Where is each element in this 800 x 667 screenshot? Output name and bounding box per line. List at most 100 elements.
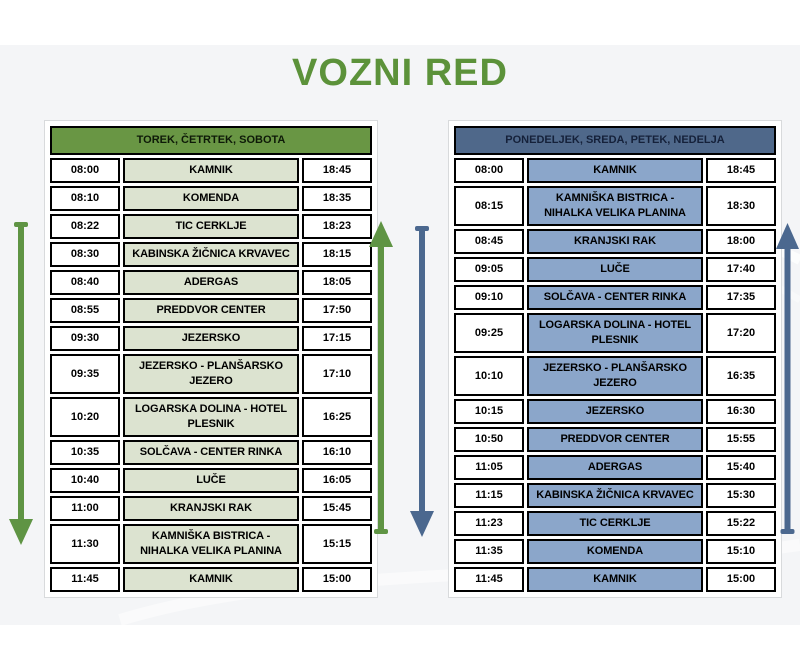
return-time: 15:55 bbox=[706, 427, 776, 452]
table-row: 09:30 JEZERSKO 17:15 bbox=[50, 326, 372, 351]
return-time: 16:30 bbox=[706, 399, 776, 424]
table-row: 10:15 JEZERSKO 16:30 bbox=[454, 399, 776, 424]
station-name: KABINSKA ŽIČNICA KRVAVEC bbox=[527, 483, 703, 508]
station-name: LOGARSKA DOLINA - HOTEL PLESNIK bbox=[123, 397, 299, 437]
timetable-panel-mon-wed-fri-sun: PONEDELJEK, SREDA, PETEK, NEDELJA 08:00 K… bbox=[448, 120, 782, 598]
departure-time: 08:30 bbox=[50, 242, 120, 267]
station-name: KABINSKA ŽIČNICA KRVAVEC bbox=[123, 242, 299, 267]
return-time: 18:05 bbox=[302, 270, 372, 295]
table-row: 09:25 LOGARSKA DOLINA - HOTEL PLESNIK 17:2… bbox=[454, 313, 776, 353]
departure-time: 11:35 bbox=[454, 539, 524, 564]
table-row: 11:23 TIC CERKLJE 15:22 bbox=[454, 511, 776, 536]
station-name: KOMENDA bbox=[527, 539, 703, 564]
table-row: 08:15 KAMNIŠKA BISTRICA - NIHALKA VELIKA … bbox=[454, 186, 776, 226]
table-row: 10:40 LUČE 16:05 bbox=[50, 468, 372, 493]
station-name: KRANJSKI RAK bbox=[123, 496, 299, 521]
return-time: 15:00 bbox=[302, 567, 372, 592]
table-row: 11:05 ADERGAS 15:40 bbox=[454, 455, 776, 480]
table-row: 11:30 KAMNIŠKA BISTRICA - NIHALKA VELIKA … bbox=[50, 524, 372, 564]
departure-time: 08:55 bbox=[50, 298, 120, 323]
return-time: 16:10 bbox=[302, 440, 372, 465]
departure-time: 11:45 bbox=[50, 567, 120, 592]
departure-time: 08:22 bbox=[50, 214, 120, 239]
station-name: SOLČAVA - CENTER RINKA bbox=[123, 440, 299, 465]
station-name: KAMNIK bbox=[527, 158, 703, 183]
return-time: 18:35 bbox=[302, 186, 372, 211]
green-down-arrow-icon bbox=[9, 222, 33, 545]
return-time: 15:45 bbox=[302, 496, 372, 521]
departure-time: 10:15 bbox=[454, 399, 524, 424]
departure-time: 09:10 bbox=[454, 285, 524, 310]
page-title: VOZNI RED bbox=[292, 52, 508, 94]
station-name: KAMNIŠKA BISTRICA - NIHALKA VELIKA PLANI… bbox=[527, 186, 703, 226]
return-time: 17:40 bbox=[706, 257, 776, 282]
table-row: 08:00 KAMNIK 18:45 bbox=[454, 158, 776, 183]
departure-time: 08:10 bbox=[50, 186, 120, 211]
return-time: 18:23 bbox=[302, 214, 372, 239]
station-name: KAMNIŠKA BISTRICA - NIHALKA VELIKA PLANI… bbox=[123, 524, 299, 564]
timetable-tue-thu-sat: TOREK, ČETRTEK, SOBOTA 08:00 KAMNIK 18:45 … bbox=[47, 123, 375, 595]
return-time: 18:45 bbox=[706, 158, 776, 183]
return-time: 15:22 bbox=[706, 511, 776, 536]
departure-time: 10:50 bbox=[454, 427, 524, 452]
return-time: 15:40 bbox=[706, 455, 776, 480]
table-row: 09:35 JEZERSKO - PLANŠARSKO JEZERO 17:10 bbox=[50, 354, 372, 394]
station-name: KAMNIK bbox=[527, 567, 703, 592]
station-name: SOLČAVA - CENTER RINKA bbox=[527, 285, 703, 310]
blue-up-arrow-icon bbox=[776, 223, 799, 534]
table-header-row: PONEDELJEK, SREDA, PETEK, NEDELJA bbox=[454, 126, 776, 155]
table-row: 11:15 KABINSKA ŽIČNICA KRVAVEC 15:30 bbox=[454, 483, 776, 508]
departure-time: 11:23 bbox=[454, 511, 524, 536]
departure-time: 11:05 bbox=[454, 455, 524, 480]
departure-time: 08:40 bbox=[50, 270, 120, 295]
station-name: ADERGAS bbox=[527, 455, 703, 480]
table-row: 08:22 TIC CERKLJE 18:23 bbox=[50, 214, 372, 239]
table-row: 11:35 KOMENDA 15:10 bbox=[454, 539, 776, 564]
station-name: KOMENDA bbox=[123, 186, 299, 211]
station-name: PREDDVOR CENTER bbox=[123, 298, 299, 323]
return-time: 18:45 bbox=[302, 158, 372, 183]
table-row: 10:20 LOGARSKA DOLINA - HOTEL PLESNIK 16:2… bbox=[50, 397, 372, 437]
table-row: 10:50 PREDDVOR CENTER 15:55 bbox=[454, 427, 776, 452]
table-row: 08:40 ADERGAS 18:05 bbox=[50, 270, 372, 295]
station-name: KRANJSKI RAK bbox=[527, 229, 703, 254]
table-row: 08:00 KAMNIK 18:45 bbox=[50, 158, 372, 183]
return-time: 18:30 bbox=[706, 186, 776, 226]
return-time: 16:05 bbox=[302, 468, 372, 493]
station-name: PREDDVOR CENTER bbox=[527, 427, 703, 452]
return-time: 15:15 bbox=[302, 524, 372, 564]
station-name: JEZERSKO - PLANŠARSKO JEZERO bbox=[123, 354, 299, 394]
return-time: 17:10 bbox=[302, 354, 372, 394]
departure-time: 10:20 bbox=[50, 397, 120, 437]
table-row: 11:45 KAMNIK 15:00 bbox=[454, 567, 776, 592]
return-time: 15:00 bbox=[706, 567, 776, 592]
station-name: JEZERSKO bbox=[527, 399, 703, 424]
return-time: 17:35 bbox=[706, 285, 776, 310]
departure-time: 09:05 bbox=[454, 257, 524, 282]
departure-time: 10:35 bbox=[50, 440, 120, 465]
departure-time: 09:30 bbox=[50, 326, 120, 351]
departure-time: 08:00 bbox=[454, 158, 524, 183]
table-row: 08:10 KOMENDA 18:35 bbox=[50, 186, 372, 211]
departure-time: 11:00 bbox=[50, 496, 120, 521]
station-name: LUČE bbox=[123, 468, 299, 493]
departure-time: 11:45 bbox=[454, 567, 524, 592]
timetable-panel-tue-thu-sat: TOREK, ČETRTEK, SOBOTA 08:00 KAMNIK 18:45 … bbox=[44, 120, 378, 598]
station-name: LOGARSKA DOLINA - HOTEL PLESNIK bbox=[527, 313, 703, 353]
station-name: JEZERSKO bbox=[123, 326, 299, 351]
table-header: TOREK, ČETRTEK, SOBOTA bbox=[50, 126, 372, 155]
table-row: 09:05 LUČE 17:40 bbox=[454, 257, 776, 282]
table-row: 08:55 PREDDVOR CENTER 17:50 bbox=[50, 298, 372, 323]
departure-time: 08:45 bbox=[454, 229, 524, 254]
departure-time: 11:15 bbox=[454, 483, 524, 508]
station-name: KAMNIK bbox=[123, 158, 299, 183]
return-time: 15:10 bbox=[706, 539, 776, 564]
departure-time: 10:40 bbox=[50, 468, 120, 493]
departure-time: 11:30 bbox=[50, 524, 120, 564]
station-name: LUČE bbox=[527, 257, 703, 282]
return-time: 17:50 bbox=[302, 298, 372, 323]
station-name: TIC CERKLJE bbox=[527, 511, 703, 536]
station-name: JEZERSKO - PLANŠARSKO JEZERO bbox=[527, 356, 703, 396]
green-up-arrow-icon bbox=[369, 221, 393, 534]
